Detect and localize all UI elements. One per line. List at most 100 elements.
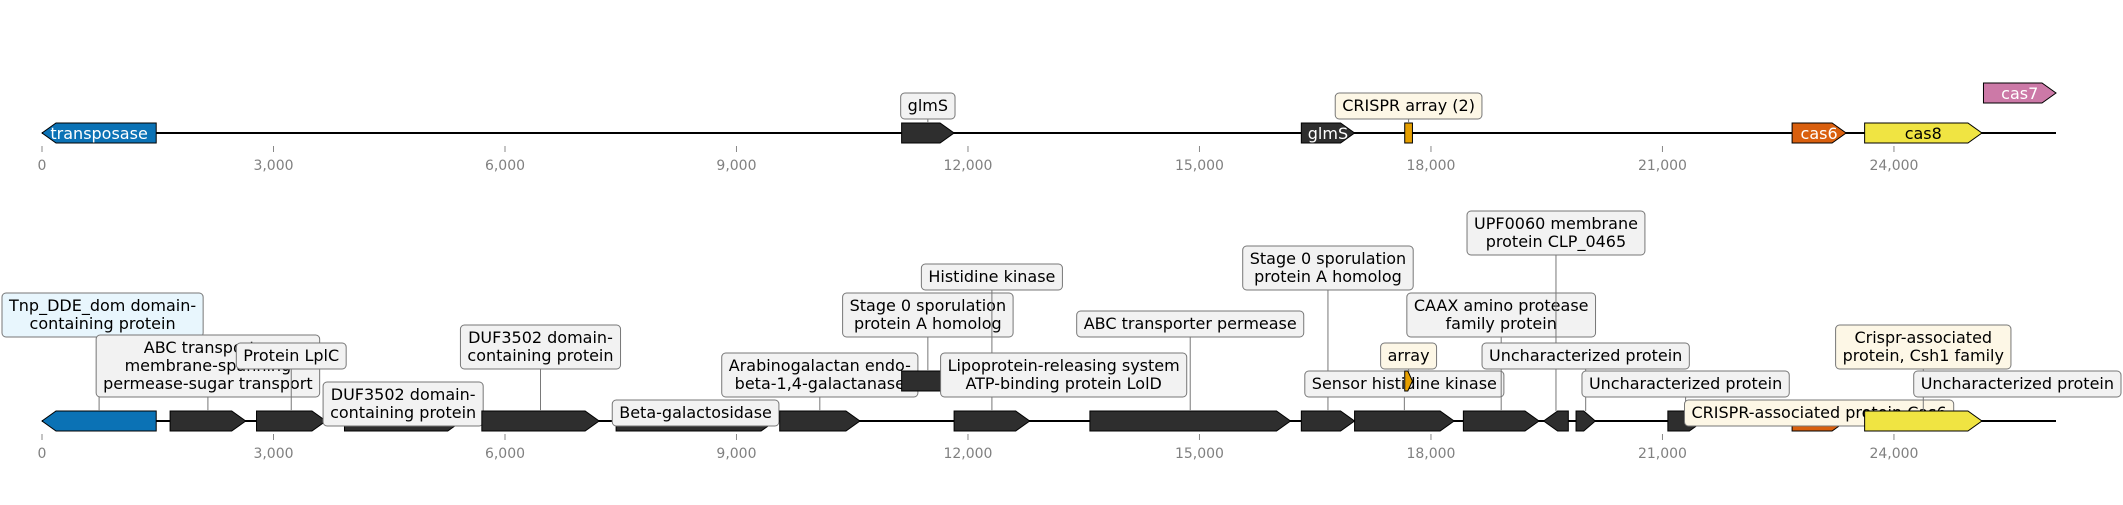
gene-arrow-duf3502-b[interactable] [481, 410, 600, 432]
gene-arrow-upf0060[interactable] [1542, 410, 1569, 432]
gene-histidine-kinase[interactable]: Histidine kinase [920, 263, 1063, 432]
axis-tick-label: 24,000 [1869, 158, 1918, 174]
gene-arrow-transposase[interactable] [41, 122, 157, 144]
track-bottom: 0 3,000 6,000 9,000 12,000 15,000 18,000 21,000… [1, 210, 2122, 462]
axis-tick-label: 15,000 [1175, 446, 1224, 462]
gene-cas7[interactable]: cas7 [1982, 82, 2057, 104]
gene-label-box [1466, 210, 1646, 256]
gene-arrow-cas6[interactable] [1791, 122, 1847, 144]
gene-beta-galactosidase[interactable]: Beta-galactosidase [611, 399, 780, 432]
gene-label-box [611, 399, 780, 427]
axis-tick-label: 0 [38, 446, 47, 462]
gene-arrow-abc-transporter-sugar[interactable] [169, 410, 247, 432]
axis-tick-label: 3,000 [253, 446, 293, 462]
gene-label-box [1581, 370, 1790, 398]
gene-label-text: array [1388, 346, 1430, 365]
gene-uncharacterized-c[interactable]: Uncharacterized protein [1913, 370, 2122, 398]
gene-arrow-tnp-dde[interactable] [41, 410, 157, 432]
gene-label-text: protein A homolog [854, 314, 1002, 333]
gene-label-text: Stage 0 sporulation [1250, 249, 1406, 268]
axis-tick-label: 6,000 [485, 446, 525, 462]
gene-label-text: Tnp_DDE_dom domain- [8, 296, 196, 316]
gene-label-box [1406, 292, 1597, 338]
gene-cas8[interactable]: cas8 [1864, 122, 1983, 144]
gene-label-text: Uncharacterized protein [1489, 346, 1682, 365]
gene-abc-transporter-permease[interactable]: ABC transporter permease [1076, 310, 1305, 432]
gene-arrow-glmS-1[interactable] [901, 122, 955, 144]
gene-array[interactable]: array [1380, 342, 1438, 392]
gene-arrow-array[interactable] [1404, 370, 1414, 392]
gene-lipoprotein-lold[interactable]: Lipoprotein-releasing systemATP-binding … [940, 352, 1188, 398]
axis-tick-label: 9,000 [716, 158, 756, 174]
gene-glmS-1[interactable]: glmS [900, 92, 956, 144]
gene-label-text: CAAX amino protease [1414, 296, 1589, 315]
gene-label-text: Lipoprotein-releasing system [948, 356, 1180, 375]
gene-glmS-2[interactable]: glmS [1300, 122, 1356, 144]
gene-label-box [1334, 92, 1483, 120]
axis-tick-label: 12,000 [943, 158, 992, 174]
gene-label-text: ATP-binding protein LolD [965, 374, 1161, 393]
gene-arrow-histidine-kinase[interactable] [953, 410, 1031, 432]
gene-label-text: protein, Csh1 family [1843, 346, 2004, 365]
axis-tick-label: 21,000 [1638, 446, 1687, 462]
gene-arrow-cas7[interactable] [1982, 82, 2057, 104]
gene-label-text: permease-sugar transport [103, 374, 313, 393]
gene-label-text: Beta-galactosidase [619, 403, 772, 422]
gene-label-box [459, 324, 622, 370]
gene-label-text: DUF3502 domain- [331, 385, 476, 404]
axis-tick-label: 9,000 [716, 446, 756, 462]
track-top: 0 3,000 6,000 9,000 12,000 15,000 18,000 21,000… [38, 82, 2057, 174]
gene-label-text: containing protein [30, 314, 176, 333]
gene-label-box [1076, 310, 1305, 338]
gene-inside-label-cas6: cas6 [1801, 124, 1838, 143]
gene-tnp-dde[interactable]: Tnp_DDE_dom domain-containing protein [1, 292, 204, 432]
gene-label-text: UPF0060 membrane [1474, 214, 1638, 233]
gene-inside-label-cas8: cas8 [1905, 124, 1942, 143]
gene-arrow-stage0-b[interactable] [1300, 410, 1356, 432]
axis-tick-label: 18,000 [1406, 158, 1455, 174]
gene-label-box [900, 92, 956, 120]
gene-label-text: ABC transporter permease [1084, 314, 1297, 333]
gene-protein-lplc[interactable]: Protein LplC [235, 342, 347, 432]
gene-label-box [322, 381, 484, 427]
gene-duf3502-b[interactable]: DUF3502 domain-containing protein [459, 324, 622, 432]
axis-tick-label: 0 [38, 158, 47, 174]
gene-duf3502-a[interactable]: DUF3502 domain-containing protein [322, 381, 484, 432]
gene-arabinogalactan[interactable]: Arabinogalactan endo-beta-1,4-galactanas… [721, 352, 919, 432]
gene-uncharacterized-a[interactable]: Uncharacterized protein [1481, 342, 1690, 432]
gene-label-text: family protein [1446, 314, 1557, 333]
gene-arrow-uncharacterized-a[interactable] [1575, 410, 1597, 432]
gene-arrow-caax-protease[interactable] [1462, 410, 1540, 432]
axis-tick-label: 24,000 [1869, 446, 1918, 462]
gene-label-text: Protein LplC [243, 346, 339, 365]
gene-label-box [1242, 245, 1414, 291]
gene-cas6[interactable]: cas6 [1791, 122, 1847, 144]
gene-arrow-protein-lplc[interactable] [256, 410, 327, 432]
gene-label-box [235, 342, 347, 370]
axis-tick-label: 21,000 [1638, 158, 1687, 174]
gene-label-text: Crispr-associated [1854, 328, 1992, 347]
gene-label-text: protein CLP_0465 [1486, 232, 1626, 252]
gene-label-text: Uncharacterized protein [1589, 374, 1782, 393]
gene-label-box [940, 352, 1188, 398]
gene-label-text: protein A homolog [1254, 267, 1402, 286]
axis-tick-label: 3,000 [253, 158, 293, 174]
gene-arrow-arabinogalactan[interactable] [779, 410, 861, 432]
gene-crispr-array[interactable]: CRISPR array (2) [1334, 92, 1483, 144]
gene-label-text: Histidine kinase [928, 267, 1055, 286]
gene-arrow-crispr-array[interactable] [1404, 122, 1413, 144]
gene-transposase[interactable]: transposase [41, 122, 157, 144]
gene-arrow-abc-transporter-permease[interactable] [1089, 410, 1292, 432]
gene-label-box [1481, 342, 1690, 370]
gene-arrow-csh1[interactable] [1864, 410, 1983, 432]
gene-arrow-cas8[interactable] [1864, 122, 1983, 144]
gene-arrow-sensor-histidine-kinase[interactable] [1354, 410, 1455, 432]
gene-label-box [1913, 370, 2122, 398]
gene-arrow-glmS-2[interactable] [1300, 122, 1356, 144]
